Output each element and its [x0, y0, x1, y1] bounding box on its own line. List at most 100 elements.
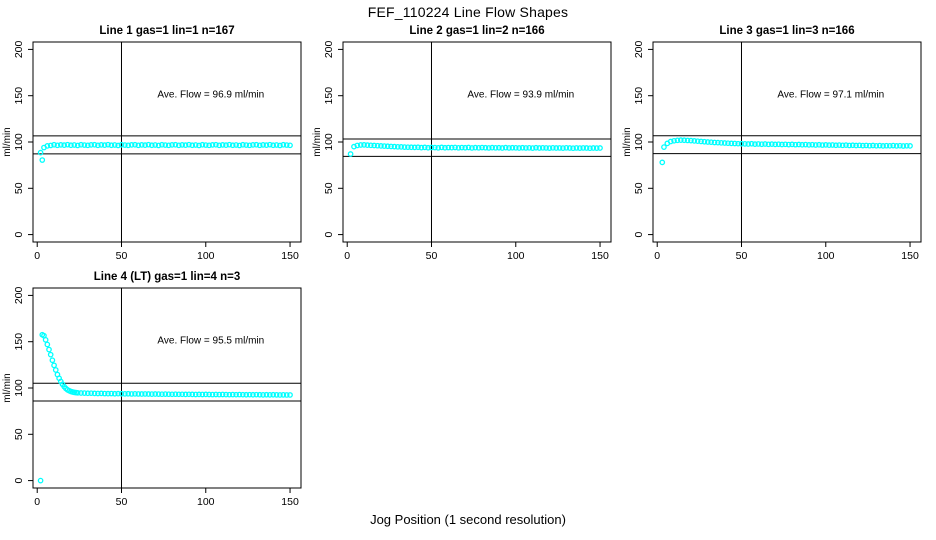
y-tick-label: 100 — [633, 133, 645, 151]
data-point — [688, 137, 694, 144]
data-point — [182, 142, 189, 148]
x-tick-label: 0 — [34, 496, 40, 508]
data-point — [519, 144, 526, 151]
data-point — [785, 141, 792, 148]
data-point — [263, 391, 270, 398]
data-point — [725, 140, 731, 147]
data-point — [475, 144, 482, 151]
data-point — [516, 145, 522, 151]
data-point — [118, 141, 125, 148]
y-tick-label: 50 — [13, 428, 25, 440]
data-point — [189, 391, 196, 398]
figure-title: FEF_110224 Line Flow Shapes — [367, 4, 569, 20]
data-point — [108, 142, 115, 149]
data-point — [253, 141, 260, 148]
data-point — [897, 142, 903, 149]
data-point — [553, 145, 560, 151]
x-tick-label: 50 — [736, 250, 748, 262]
y-tick-label: 50 — [633, 182, 645, 194]
data-point — [132, 141, 138, 148]
panel-line-1: Line 1 gas=1 lin=1 n=167 0 50 100 150 0 50 100 1… — [0, 22, 312, 274]
ave-flow-annotation: Ave. Flow = 97.1 ml/min — [777, 89, 884, 100]
data-point — [496, 144, 502, 151]
data-point — [799, 141, 806, 148]
data-point — [903, 142, 910, 149]
data-point — [671, 137, 677, 144]
data-point — [883, 142, 890, 149]
data-point — [674, 137, 681, 144]
panel-title: Line 1 gas=1 lin=1 n=167 — [99, 25, 234, 37]
data-point — [108, 390, 115, 397]
data-point — [74, 142, 81, 149]
x-tick-label: 50 — [426, 250, 438, 262]
x-tick-label: 50 — [116, 496, 128, 508]
ave-flow-annotation: Ave. Flow = 96.9 ml/min — [157, 89, 264, 100]
data-point — [529, 145, 536, 151]
data-point — [795, 141, 802, 148]
data-point — [98, 142, 105, 148]
y-tick-label: 150 — [13, 333, 25, 351]
y-tick-label: 50 — [323, 182, 335, 194]
y-tick-label: 0 — [633, 232, 645, 238]
data-point — [233, 142, 239, 148]
data-point — [246, 142, 253, 149]
data-point — [105, 141, 111, 148]
data-point — [809, 141, 816, 148]
panel-title: Line 3 gas=1 lin=3 n=166 — [719, 25, 854, 37]
data-point — [250, 142, 256, 148]
data-point — [836, 142, 843, 148]
data-point — [826, 142, 832, 148]
data-point — [186, 141, 192, 148]
data-point — [148, 142, 155, 149]
y-axis-label: ml/min — [312, 127, 323, 156]
x-tick-label: 0 — [344, 250, 350, 262]
data-point — [125, 390, 132, 397]
data-point — [462, 144, 469, 151]
data-point — [246, 391, 253, 398]
data-point — [576, 145, 583, 151]
data-point — [536, 145, 543, 151]
data-point — [718, 139, 725, 146]
y-tick-label: 200 — [13, 286, 25, 304]
data-point — [374, 142, 381, 149]
data-point — [44, 143, 51, 149]
data-point — [738, 140, 745, 147]
data-point — [772, 141, 779, 148]
data-point — [381, 143, 388, 149]
data-point — [39, 157, 46, 163]
data-point — [782, 141, 789, 148]
data-point — [213, 141, 219, 148]
data-point — [485, 145, 492, 151]
data-point — [54, 142, 61, 149]
data-point — [213, 391, 219, 398]
panel-line-2: Line 2 gas=1 lin=2 n=166 0 50 100 150 0 50 100 1… — [310, 22, 622, 274]
data-point — [135, 142, 142, 149]
data-point — [216, 142, 223, 149]
data-point — [165, 142, 172, 149]
data-point — [789, 141, 795, 148]
y-tick-label: 100 — [13, 133, 25, 151]
panel-chart-svg: Line 1 gas=1 lin=1 n=167 0 50 100 150 0 50 100 1… — [2, 25, 302, 262]
data-point — [179, 391, 186, 398]
data-point — [907, 143, 913, 149]
data-point — [105, 390, 111, 397]
data-point — [270, 391, 277, 398]
data-point — [128, 142, 135, 148]
data-point — [506, 145, 512, 151]
data-point — [98, 390, 105, 397]
data-point — [684, 137, 691, 144]
data-point — [792, 141, 799, 148]
data-point — [280, 392, 287, 398]
plot-box — [32, 41, 302, 243]
data-point — [512, 144, 519, 151]
x-tick-label: 50 — [116, 250, 128, 262]
data-point — [71, 142, 78, 148]
data-point — [111, 142, 118, 148]
data-point — [418, 144, 425, 151]
data-point — [51, 362, 57, 369]
data-point — [283, 142, 290, 148]
data-point — [876, 142, 883, 149]
data-point — [287, 392, 293, 398]
y-tick-label: 150 — [13, 87, 25, 105]
